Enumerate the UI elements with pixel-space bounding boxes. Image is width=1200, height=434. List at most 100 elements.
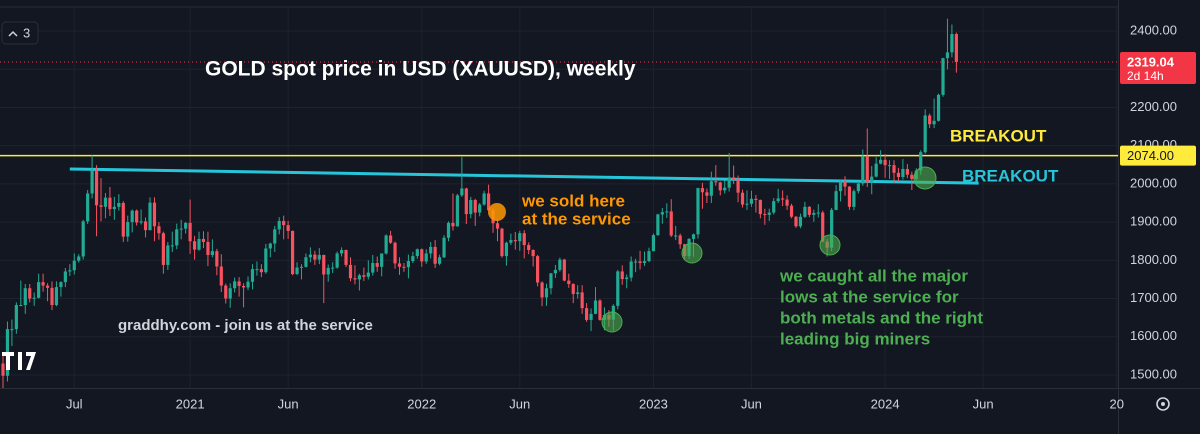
candle-body [838, 181, 843, 192]
candle-body [45, 285, 50, 288]
candle-body [148, 202, 152, 231]
candle-body [767, 212, 771, 215]
x-tick-label: Jun [509, 396, 530, 411]
candle-body [794, 216, 798, 227]
x-tick-label: Jun [741, 396, 762, 411]
candle-body [758, 199, 762, 215]
candle-body [206, 241, 210, 255]
settings-button[interactable] [1156, 397, 1170, 411]
candle-body [299, 266, 304, 268]
candle-body [170, 245, 174, 247]
last-price-label: 2319.04 [1127, 54, 1175, 69]
candle-body [879, 159, 883, 164]
candle-body [861, 156, 865, 184]
candle-body [397, 263, 402, 267]
x-tick-label: Jul [66, 396, 83, 411]
candle-body [772, 201, 776, 213]
candle-body [210, 251, 214, 255]
candle-body [736, 179, 740, 193]
annotation-text: at the service [522, 209, 631, 228]
candle-body [892, 165, 896, 173]
low-marker [681, 242, 703, 264]
y-tick-label: 1700.00 [1130, 290, 1177, 305]
candle-body [103, 197, 108, 207]
candle-body [669, 211, 673, 236]
candle-body [41, 282, 45, 286]
candle-body [932, 120, 936, 125]
candle-body [121, 203, 125, 237]
candle-body [620, 271, 624, 280]
indicator-toggle[interactable]: 3 [1, 21, 39, 45]
candle-body [749, 198, 754, 204]
candle-body [847, 186, 852, 207]
candle-body [161, 233, 165, 265]
candle-body [81, 221, 85, 257]
candle-body [437, 257, 442, 264]
candle-body [286, 225, 290, 231]
candle-body [117, 203, 121, 207]
candle-body [179, 228, 183, 230]
candle-body [558, 259, 562, 270]
annotation-text: graddhy.com - join us at the service [118, 317, 373, 334]
x-tick-label: 2024 [871, 396, 900, 411]
candle-body [763, 214, 767, 216]
candle-body [99, 205, 103, 207]
candle-body [522, 233, 526, 246]
logo-mark [2, 352, 36, 370]
candle-body [816, 212, 820, 214]
candle-body [237, 281, 241, 286]
last-price-bg [1120, 51, 1196, 84]
low-marker [819, 234, 841, 256]
candle-body [77, 256, 81, 261]
candle-body [518, 233, 522, 242]
candle-body [870, 176, 874, 183]
candle-body [313, 254, 317, 260]
candle-body [28, 288, 32, 299]
candle-body [335, 253, 339, 268]
candle-body [638, 261, 642, 264]
annotation-text: we sold here [521, 191, 625, 210]
candle-body [469, 199, 473, 215]
candle-body [384, 235, 388, 254]
plot-area [0, 18, 1118, 388]
candle-body [887, 165, 892, 167]
grid [0, 7, 1118, 388]
candle-body [464, 188, 468, 215]
candle-body [348, 264, 353, 279]
candle-body [344, 250, 348, 265]
annotation-text: BREAKOUT [950, 126, 1047, 145]
candle-body [166, 245, 170, 265]
y-tick-label: 1900.00 [1130, 214, 1177, 229]
candle-body [420, 249, 424, 262]
candle-body [634, 261, 638, 263]
candle-body [745, 203, 749, 205]
candle-body [451, 222, 455, 227]
candle-body [446, 222, 451, 238]
candle-body [255, 269, 259, 271]
candle-body [580, 292, 584, 309]
badge[interactable] [1, 21, 39, 45]
candle-body [553, 269, 558, 274]
candle-body [856, 183, 860, 192]
candle-body [406, 261, 411, 268]
candle-body [375, 263, 379, 267]
candle-body [112, 206, 116, 210]
x-tick-label: Jun [278, 396, 299, 411]
candle-body [152, 202, 157, 227]
candle-body [273, 229, 277, 244]
candle-body [544, 288, 549, 298]
candle-body [901, 168, 905, 178]
y-tick-label: 2000.00 [1130, 175, 1177, 190]
candle-body [429, 246, 433, 254]
candle-body [571, 284, 575, 294]
candle-body [527, 245, 531, 251]
annotation-text: we caught all the major [779, 266, 968, 285]
chevron-icon [8, 30, 18, 37]
candle-body [585, 308, 589, 320]
candle-body [228, 288, 232, 299]
gear-icon[interactable] [1156, 397, 1170, 411]
candle-body [317, 254, 321, 260]
candle-body [433, 246, 437, 264]
